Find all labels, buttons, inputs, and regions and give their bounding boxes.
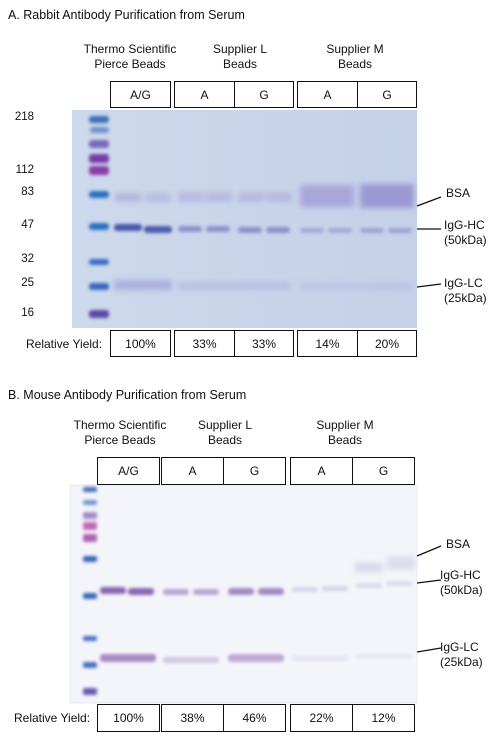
gel-background [72,110,417,328]
panel-b-lane-header: A/G [97,457,160,485]
panel-a-lane-header: A [174,81,235,108]
group-line2: Pierce Beads [94,57,166,71]
panel-b-group-pierce: Thermo Scientific Pierce Beads [70,418,170,448]
panel-b-title: B. Mouse Antibody Purification from Seru… [8,388,247,402]
panel-a-yield-cell: 33% [174,330,235,357]
igg-lc-bands [100,654,412,663]
group-line1: Thermo Scientific [83,42,177,56]
group-line1: Supplier M [316,418,374,432]
band-label-line1: IgG-LC [444,276,483,290]
panel-b-lane-header: A [290,457,353,485]
panel-a-label-igg-lc: IgG-LC (25kDa) [444,276,487,306]
panel-a-group-pierce: Thermo Scientific Pierce Beads [80,42,180,72]
band-label-line1: IgG-HC [440,568,481,582]
panel-a-yield-label: Relative Yield: [26,337,103,351]
band-label-line1: IgG-LC [440,640,479,654]
igg-lc-pointer-line [416,283,442,288]
panel-b-yield-cell: 100% [97,704,160,732]
group-line1: Supplier L [212,42,268,56]
panel-b-label-bsa: BSA [446,537,470,552]
mw-marker-83: 83 [21,186,34,198]
panel-b-yield-cell: 22% [290,704,353,732]
panel-b-group-supplier-m: Supplier M Beads [290,418,400,448]
protein-ladder [89,116,109,318]
panel-a-gel [72,110,442,328]
panel-a-title: A. Rabbit Antibody Purification from Ser… [8,8,245,22]
group-line2: Beads [327,433,363,447]
band-label-line2: (25kDa) [440,655,483,669]
panel-b-lane-header: G [352,457,415,485]
group-line2: Pierce Beads [84,433,156,447]
panel-b-lane-header: A [161,457,224,485]
igg-hc-pointer-line [416,579,442,584]
panel-b-label-igg-lc: IgG-LC (25kDa) [440,640,483,670]
band-label-line2: (50kDa) [444,233,487,247]
band-label-line2: (25kDa) [444,291,487,305]
panel-b-gel [69,484,442,704]
band-label-line1: BSA [446,537,471,551]
bsa-pointer-line [416,545,442,557]
panel-a-yield-cell: 33% [234,330,294,357]
band-label-line1: IgG-HC [444,218,485,232]
bsa-bands [115,184,414,208]
panel-a-group-supplier-m: Supplier M Beads [300,42,410,72]
bsa-pointer-line [416,196,442,207]
panel-a-group-supplier-l: Supplier L Beads [185,42,295,72]
mw-marker-25: 25 [21,277,34,289]
band-label-line1: BSA [446,186,471,200]
panel-b-yield-cell: 12% [352,704,415,732]
igg-hc-bands [114,224,412,233]
mw-marker-32: 32 [21,253,34,265]
igg-hc-bands [100,581,412,595]
igg-lc-pointer-line [416,647,442,653]
group-line1: Supplier M [326,42,384,56]
mw-marker-112: 112 [15,164,34,176]
panel-b-group-supplier-l: Supplier L Beads [170,418,280,448]
panel-a-lane-header: G [234,81,294,108]
protein-ladder [83,487,97,695]
band-label-line2: (50kDa) [440,583,483,597]
igg-lc-bands [114,280,412,290]
panel-a-yield-cell: 20% [357,330,417,357]
panel-a-yield-cell: 14% [297,330,358,357]
group-line2: Beads [337,57,373,71]
group-line2: Beads [222,57,258,71]
group-line1: Thermo Scientific [73,418,167,432]
panel-a-yield-cell: 100% [110,330,171,357]
mw-marker-47: 47 [21,219,34,231]
panel-b-label-igg-hc: IgG-HC (50kDa) [440,568,483,598]
group-line1: Supplier L [197,418,253,432]
panel-b-lane-header: G [223,457,286,485]
group-line2: Beads [207,433,243,447]
mw-marker-218: 218 [14,111,34,123]
panel-b-yield-label: Relative Yield: [14,711,91,725]
panel-a-lane-header: G [357,81,417,108]
panel-b-yield-cell: 38% [161,704,224,732]
bsa-bands [355,556,415,572]
panel-a-label-igg-hc: IgG-HC (50kDa) [444,218,487,248]
mw-marker-16: 16 [21,307,34,319]
panel-b-yield-cell: 46% [223,704,286,732]
panel-a-label-bsa: BSA [446,186,470,201]
panel-a-lane-header: A/G [110,81,171,108]
